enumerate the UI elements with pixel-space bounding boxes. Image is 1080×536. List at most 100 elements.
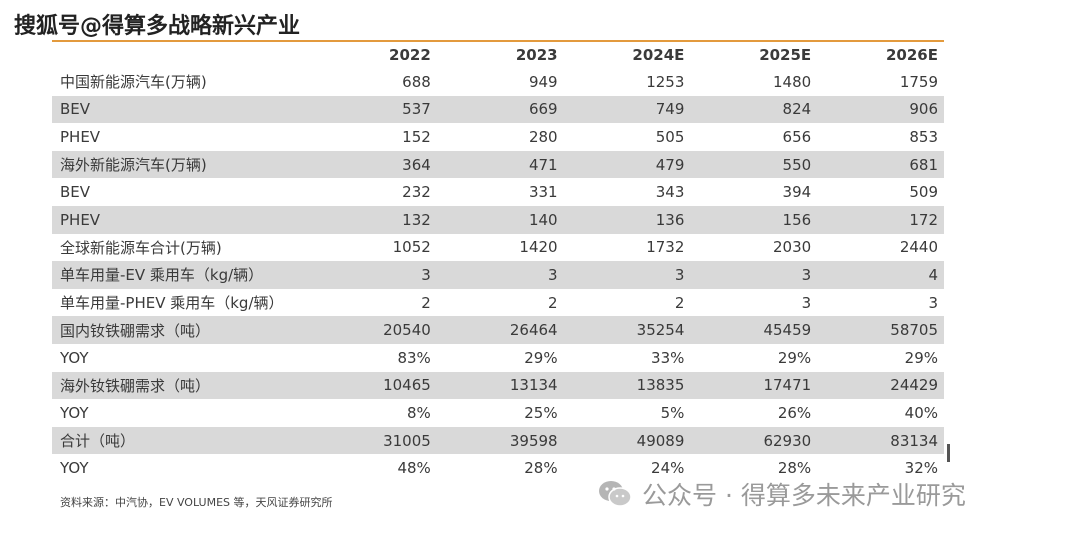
value-cell: 550 <box>690 150 818 179</box>
header-cell-2024e: 2024E <box>632 46 685 64</box>
value-cell: 3 <box>310 261 437 289</box>
value-cell: 1052 <box>392 238 431 257</box>
forecast-table: 2022 2023 2024E 2025E 2026E 中国新能源汽车(万辆) 6… <box>52 42 944 482</box>
value-cell: 906 <box>817 95 944 124</box>
value-cell: 3 <box>436 261 564 289</box>
value-cell: 1759 <box>899 72 938 91</box>
table-row: PHEV 152 280 505 656 853 <box>52 123 944 151</box>
value-cell: 3 <box>801 293 812 312</box>
value-cell: 1253 <box>646 72 685 91</box>
value-cell: 280 <box>528 127 558 146</box>
value-cell: 33% <box>651 348 685 367</box>
value-cell: 28% <box>524 459 558 478</box>
value-cell: 824 <box>690 95 818 124</box>
value-cell: 45459 <box>690 316 818 344</box>
value-cell: 3 <box>563 261 691 289</box>
table-row: YOY 8% 25% 5% 26% 40% <box>52 399 944 427</box>
watermark-top-text: 搜狐号@得算多战略新兴产业 <box>14 14 301 39</box>
value-cell: 343 <box>655 183 685 202</box>
value-cell: 8% <box>407 403 431 422</box>
value-cell: 1732 <box>646 238 685 257</box>
value-cell: 29% <box>904 348 938 367</box>
value-cell: 471 <box>436 150 564 179</box>
value-cell: 3 <box>690 261 818 289</box>
row-label: 单车用量-EV 乘用车（kg/辆） <box>52 261 310 289</box>
value-cell: 669 <box>436 95 564 124</box>
value-cell: 35254 <box>563 316 691 344</box>
value-cell: 853 <box>909 127 938 146</box>
source-note: 资料来源：中汽协，EV VOLUMES 等，天风证券研究所 <box>60 496 333 509</box>
row-label: 海外钕铁硼需求（吨） <box>52 371 310 400</box>
table-row: 全球新能源车合计(万辆) 1052 1420 1732 2030 2440 <box>52 234 944 262</box>
table-row: YOY 83% 29% 33% 29% 29% <box>52 344 944 372</box>
row-label: YOY <box>60 348 89 367</box>
row-label: 中国新能源汽车(万辆) <box>60 73 207 92</box>
row-label: 国内钕铁硼需求（吨） <box>52 316 310 344</box>
value-cell: 2 <box>548 293 558 312</box>
value-cell: 48% <box>397 459 431 478</box>
value-cell: 132 <box>310 205 437 234</box>
table-row: 单车用量-EV 乘用车（kg/辆） 3 3 3 3 4 <box>52 261 944 289</box>
value-cell: 1480 <box>773 72 812 91</box>
header-cell-2022: 2022 <box>389 46 431 64</box>
table-row: 国内钕铁硼需求（吨） 20540 26464 35254 45459 58705 <box>52 316 944 344</box>
row-label: 海外新能源汽车(万辆) <box>52 150 310 179</box>
table-row: 单车用量-PHEV 乘用车（kg/辆） 2 2 2 3 3 <box>52 289 944 317</box>
value-cell: 681 <box>817 150 944 179</box>
wechat-watermark: 公众号 · 得算多未来产业研究 <box>598 476 966 512</box>
value-cell: 28% <box>777 459 812 478</box>
value-cell: 656 <box>782 127 812 146</box>
table-row: YOY 48% 28% 24% 28% 32% <box>52 454 944 482</box>
table-row: PHEV 132 140 136 156 172 <box>52 205 944 234</box>
value-cell: 140 <box>436 205 564 234</box>
row-label: BEV <box>52 95 310 124</box>
value-cell: 688 <box>402 72 431 91</box>
table-row: 海外钕铁硼需求（吨） 10465 13134 13835 17471 24429 <box>52 371 944 400</box>
value-cell: 364 <box>310 150 437 179</box>
row-label: 合计（吨） <box>52 426 310 455</box>
header-cell-2023: 2023 <box>515 46 558 64</box>
table-row: BEV 232 331 343 394 509 <box>52 178 944 206</box>
value-cell: 5% <box>660 403 685 422</box>
value-cell: 83134 <box>817 426 944 455</box>
wechat-icon <box>598 480 632 508</box>
value-cell: 29% <box>524 348 558 367</box>
value-cell: 509 <box>909 183 938 202</box>
row-label: YOY <box>60 459 89 478</box>
value-cell: 156 <box>690 205 818 234</box>
value-cell: 29% <box>777 348 812 367</box>
row-label: BEV <box>60 183 91 202</box>
table-row: 合计（吨） 31005 39598 49089 62930 83134 <box>52 426 944 455</box>
row-label: PHEV <box>60 127 101 146</box>
edge-mark <box>947 444 950 462</box>
row-label: 单车用量-PHEV 乘用车（kg/辆） <box>60 294 284 313</box>
value-cell: 232 <box>402 183 431 202</box>
header-cell-blank <box>52 42 310 68</box>
value-cell: 10465 <box>310 371 437 400</box>
value-cell: 24429 <box>817 371 944 400</box>
value-cell: 172 <box>817 205 944 234</box>
value-cell: 13835 <box>563 371 691 400</box>
header-accent-line <box>52 40 944 42</box>
value-cell: 394 <box>782 183 812 202</box>
header-cell-2025e: 2025E <box>759 46 812 64</box>
value-cell: 2440 <box>899 238 938 257</box>
table-row: 中国新能源汽车(万辆) 688 949 1253 1480 1759 <box>52 68 944 96</box>
table-header-row: 2022 2023 2024E 2025E 2026E <box>52 42 944 68</box>
value-cell: 62930 <box>690 426 818 455</box>
table-row: 海外新能源汽车(万辆) 364 471 479 550 681 <box>52 150 944 179</box>
value-cell: 136 <box>563 205 691 234</box>
value-cell: 13134 <box>436 371 564 400</box>
value-cell: 49089 <box>563 426 691 455</box>
value-cell: 749 <box>563 95 691 124</box>
wechat-watermark-text: 公众号 · 得算多未来产业研究 <box>642 481 966 510</box>
row-label: 全球新能源车合计(万辆) <box>60 238 222 257</box>
row-label: YOY <box>60 403 89 422</box>
value-cell: 24% <box>651 459 685 478</box>
value-cell: 505 <box>655 127 685 146</box>
value-cell: 2 <box>674 293 685 312</box>
value-cell: 949 <box>528 72 558 91</box>
value-cell: 25% <box>524 403 558 422</box>
table-row: BEV 537 669 749 824 906 <box>52 95 944 124</box>
value-cell: 58705 <box>817 316 944 344</box>
